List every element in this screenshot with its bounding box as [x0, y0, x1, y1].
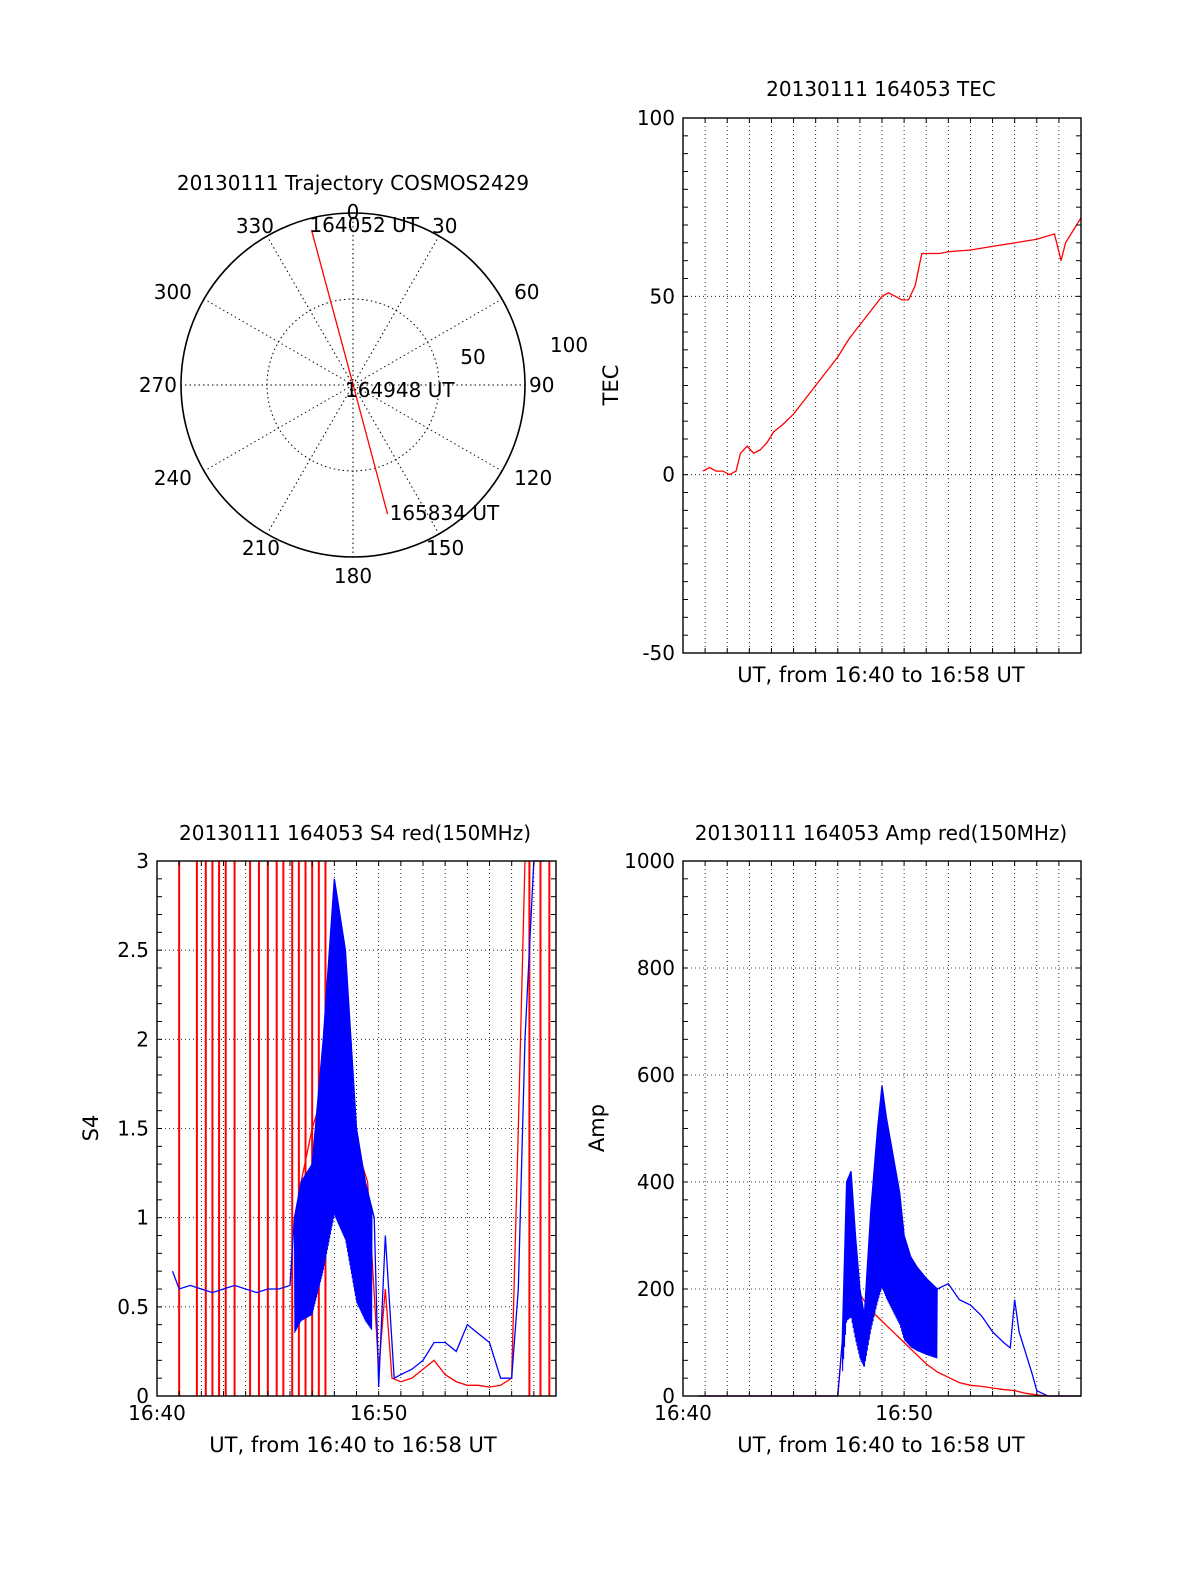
- azimuth-label: 210: [242, 536, 280, 560]
- tick-marks: [682, 117, 1082, 654]
- y-tick-label: 1000: [624, 849, 675, 873]
- radial-label: 50: [460, 345, 485, 369]
- series-group: [698, 1085, 1081, 1397]
- s4-y-axis-label: S4: [79, 1115, 103, 1142]
- grid-lines: [683, 117, 1081, 654]
- azimuth-label: 330: [236, 214, 274, 238]
- s4-plot: 20130111 164053 S4 red(150MHz) UT, from …: [79, 821, 557, 1457]
- series-line: [698, 1085, 1081, 1397]
- track-start-label: 164052 UT: [309, 213, 419, 237]
- azimuth-label: 180: [334, 564, 372, 588]
- track-end-label: 165834 UT: [390, 501, 500, 525]
- polar-spoke: [266, 235, 354, 386]
- azimuth-label: 60: [514, 280, 539, 304]
- series-line: [702, 217, 1082, 476]
- y-tick-label: 400: [637, 1170, 675, 1194]
- series-group: [171, 860, 551, 1396]
- y-tick-label: 0: [662, 1384, 675, 1408]
- tick-marks: [156, 860, 557, 1397]
- tec-title: 20130111 164053 TEC: [766, 77, 996, 101]
- polar-azimuth-labels: 0 30 60 90 120 150 180 210 240 270 300 330: [139, 200, 555, 588]
- s4-x-axis-label: UT, from 16:40 to 16:58 UT: [209, 1433, 497, 1457]
- y-tick-label: 0: [662, 463, 675, 487]
- s4-title: 20130111 164053 S4 red(150MHz): [179, 821, 531, 845]
- y-tick-label: 100: [637, 106, 675, 130]
- x-tick-label: 16:40: [654, 1401, 712, 1425]
- polar-spoke: [352, 298, 503, 386]
- series-line: [171, 860, 545, 1388]
- azimuth-label: 270: [139, 373, 177, 397]
- azimuth-label: 240: [154, 466, 192, 490]
- amp-title: 20130111 164053 Amp red(150MHz): [695, 821, 1067, 845]
- x-tick-label: 16:50: [875, 1401, 933, 1425]
- y-tick-label: -50: [642, 641, 675, 665]
- trajectory-line: [310, 229, 389, 515]
- x-tick-label: 16:40: [128, 1401, 186, 1425]
- amp-plot: 20130111 164053 Amp red(150MHz) UT, from…: [585, 821, 1082, 1457]
- tick-marks: [682, 860, 1082, 1397]
- y-tick-label: 600: [637, 1063, 675, 1087]
- radial-label: 100: [550, 333, 588, 357]
- y-tick-label: 200: [637, 1277, 675, 1301]
- track-mid-label: 164948 UT: [345, 378, 455, 402]
- polar-spoke: [352, 384, 440, 535]
- azimuth-label: 300: [154, 280, 192, 304]
- y-tick-label: 1.5: [117, 1117, 149, 1141]
- amp-x-axis-label: UT, from 16:40 to 16:58 UT: [737, 1433, 1025, 1457]
- polar-spoke: [203, 384, 354, 472]
- y-tick-label: 0: [136, 1384, 149, 1408]
- y-tick-label: 50: [650, 284, 675, 308]
- tec-plot: 20130111 164053 TEC UT, from 16:40 to 16…: [599, 77, 1082, 687]
- polar-spoke: [352, 235, 440, 386]
- trajectory-track: 164052 UT 164948 UT 165834 UT: [309, 213, 500, 525]
- tec-x-axis-label: UT, from 16:40 to 16:58 UT: [737, 663, 1025, 687]
- polar-title: 20130111 Trajectory COSMOS2429: [177, 171, 529, 195]
- polar-spoke: [352, 384, 503, 472]
- polar-spoke: [266, 384, 354, 535]
- y-tick-label: 2.5: [117, 938, 149, 962]
- polar-grid: [180, 212, 526, 558]
- series-group: [702, 217, 1082, 476]
- amp-y-axis-label: Amp: [585, 1104, 609, 1152]
- y-tick-label: 800: [637, 956, 675, 980]
- azimuth-label: 120: [514, 466, 552, 490]
- y-tick-label: 1: [136, 1206, 149, 1230]
- y-tick-label: 3: [136, 849, 149, 873]
- azimuth-label: 150: [426, 536, 464, 560]
- polar-radial-labels: 50 100: [460, 333, 588, 369]
- y-tick-label: 2: [136, 1027, 149, 1051]
- trajectory-polar-plot: 20130111 Trajectory COSMOS2429 0 30 60 90 12…: [139, 171, 588, 588]
- polar-spoke: [203, 298, 354, 386]
- azimuth-label: 0: [347, 200, 360, 224]
- azimuth-label: 90: [529, 373, 554, 397]
- x-tick-label: 16:50: [350, 1401, 408, 1425]
- azimuth-label: 30: [432, 214, 457, 238]
- y-tick-label: 0.5: [117, 1295, 149, 1319]
- tec-y-axis-label: TEC: [599, 365, 623, 407]
